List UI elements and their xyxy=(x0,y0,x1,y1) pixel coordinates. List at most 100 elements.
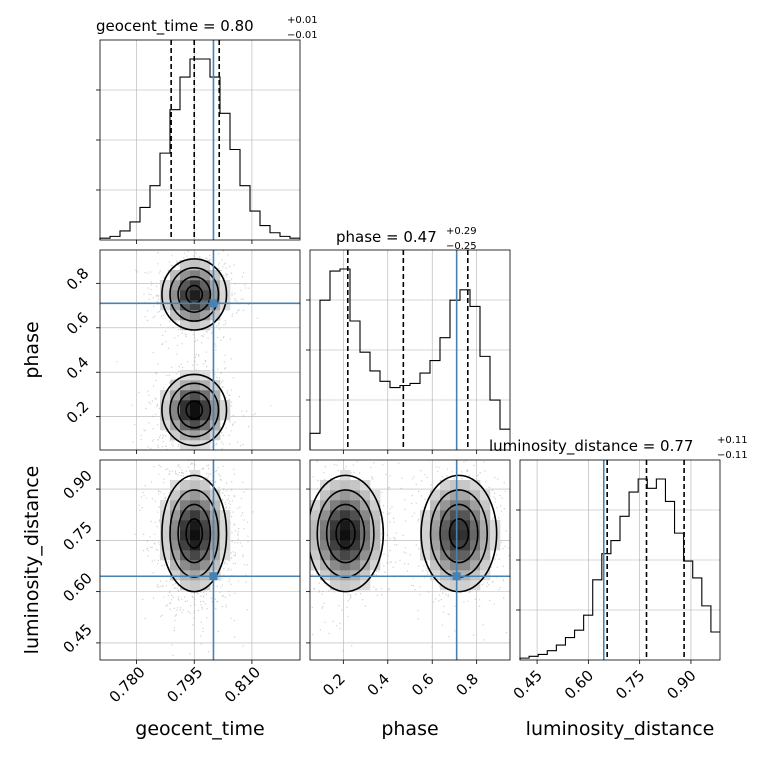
density-cell xyxy=(310,560,321,571)
density-cell xyxy=(460,490,471,501)
density-cell xyxy=(340,580,351,591)
density-cell xyxy=(460,530,471,541)
contour-line xyxy=(316,489,375,578)
density-cell xyxy=(470,510,481,521)
density-cell xyxy=(340,510,351,521)
truth-marker xyxy=(209,299,218,308)
density-cell xyxy=(210,380,221,391)
density-cell xyxy=(220,550,231,561)
contour-line xyxy=(161,373,228,447)
density-cell xyxy=(310,550,321,561)
density-cell xyxy=(450,480,461,491)
xlabel-phase: phase xyxy=(381,718,438,740)
density-cell xyxy=(210,410,221,421)
density-cell xyxy=(370,500,381,511)
density-cell xyxy=(200,530,211,541)
density-cell xyxy=(420,550,431,561)
hist-panel-luminosity-distance xyxy=(516,459,721,664)
xtick-label: 0.2 xyxy=(319,670,349,700)
density-cell xyxy=(170,490,181,501)
density-cell xyxy=(370,550,381,561)
density-cell xyxy=(440,560,451,571)
hist-step-luminosity-distance xyxy=(519,478,720,660)
density-cell xyxy=(330,560,341,571)
density-cell xyxy=(170,430,181,441)
density-cell xyxy=(440,570,451,581)
density-cell xyxy=(430,530,441,541)
density-cell xyxy=(200,300,211,311)
density-cell xyxy=(350,520,361,531)
density-cell xyxy=(430,570,441,581)
density-cell xyxy=(370,520,381,531)
title-geocent-time-upper: +0.01 xyxy=(287,15,318,26)
density-cell xyxy=(170,280,181,291)
title-luminosity-distance-upper: +0.11 xyxy=(717,435,748,446)
density-cell xyxy=(440,580,451,591)
density-cell xyxy=(330,570,341,581)
density-cell xyxy=(160,520,171,531)
density-cell xyxy=(190,530,201,541)
density-cell xyxy=(430,510,441,521)
density-cell xyxy=(190,300,201,311)
contour-line xyxy=(177,391,212,429)
xtick-label: 0.6 xyxy=(408,670,438,700)
density-cell xyxy=(200,410,211,421)
density-cell xyxy=(330,540,341,551)
contour-line xyxy=(448,518,470,549)
ytick-label: 0.75 xyxy=(59,518,95,554)
density-cell xyxy=(180,260,191,271)
density-cell xyxy=(200,420,211,431)
title-geocent-time: geocent_time = 0.80 +0.01 −0.01 xyxy=(96,15,318,41)
density-cell xyxy=(360,500,371,511)
density-cell xyxy=(420,540,431,551)
density-cell xyxy=(450,540,461,551)
density-cell xyxy=(320,500,331,511)
density-cell xyxy=(160,550,171,561)
title-geocent-time-text: geocent_time = 0.80 xyxy=(96,17,254,36)
density-cell xyxy=(180,300,191,311)
density-cell xyxy=(460,520,471,531)
density-cell xyxy=(170,410,181,421)
density-cell xyxy=(460,510,471,521)
density-cell xyxy=(180,400,191,411)
density-cell xyxy=(480,540,491,551)
density-cell xyxy=(190,320,201,331)
density-cell xyxy=(180,500,191,511)
density-cell xyxy=(210,530,221,541)
ylabel-phase: phase xyxy=(21,321,43,378)
density-cell xyxy=(450,560,461,571)
density-cell xyxy=(320,510,331,521)
density-cell xyxy=(190,420,201,431)
density-cell xyxy=(200,380,211,391)
corner-panels: 0.780 0.795 0.810 0.2 0.4 0.6 0.8 0.45 0.60 0.75 0… xyxy=(59,39,721,706)
density-cell xyxy=(330,510,341,521)
density-cell xyxy=(470,580,481,591)
density-cell xyxy=(310,520,321,531)
density-cell xyxy=(360,480,371,491)
density-cell xyxy=(220,530,231,541)
density-cell xyxy=(480,490,491,501)
density-cell xyxy=(210,400,221,411)
density-cell xyxy=(470,520,481,531)
density-cell xyxy=(190,290,201,301)
density-content xyxy=(100,250,300,450)
density-cell xyxy=(460,560,471,571)
density-cell xyxy=(480,560,491,571)
density-cell xyxy=(420,530,431,541)
xtick-label: 0.8 xyxy=(453,670,483,700)
density-cell xyxy=(360,540,371,551)
density-cell xyxy=(450,510,461,521)
density-cell xyxy=(180,550,191,561)
density-cell xyxy=(440,550,451,561)
density-cell xyxy=(440,540,451,551)
density-cell xyxy=(420,510,431,521)
density-cell xyxy=(170,310,181,321)
density-cell xyxy=(200,280,211,291)
density-cell xyxy=(160,280,171,291)
density-cell xyxy=(320,530,331,541)
density-cell xyxy=(200,270,211,281)
density-cell xyxy=(340,520,351,531)
density-cell xyxy=(180,540,191,551)
density-cell xyxy=(360,580,371,591)
